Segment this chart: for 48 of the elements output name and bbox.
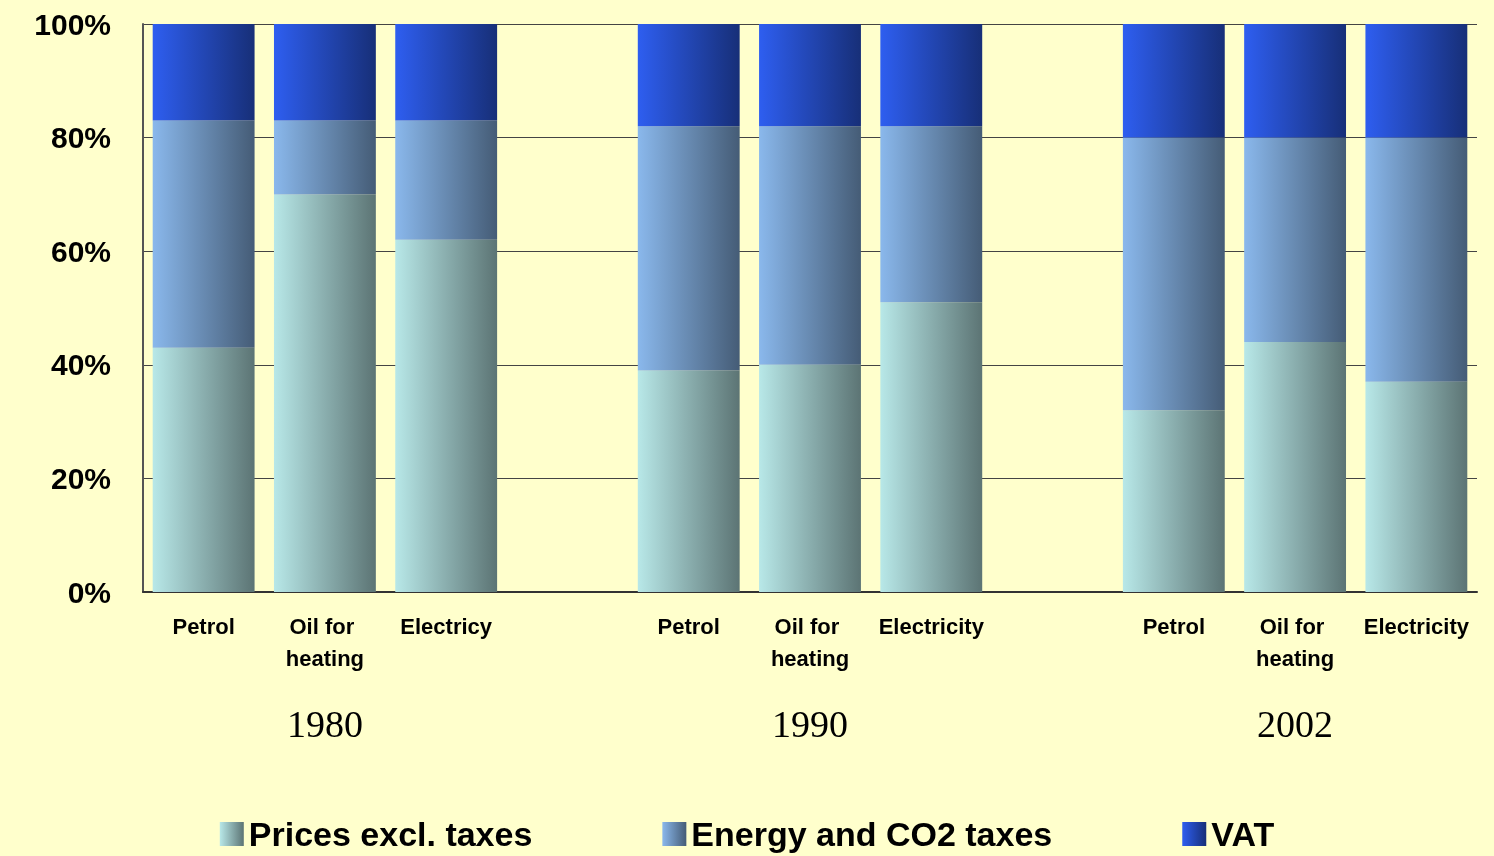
- bar: [637, 370, 740, 592]
- bar: [152, 24, 255, 121]
- y-tick-label: 0%: [67, 575, 111, 609]
- text: 1980: [286, 703, 363, 745]
- y-tick-label: 100%: [34, 7, 111, 41]
- bar: [273, 24, 376, 121]
- x-tick-label: Oil for heating: [285, 613, 365, 671]
- y-tick-label: 40%: [50, 348, 111, 382]
- bar: [1244, 137, 1347, 343]
- bar: [1365, 381, 1468, 592]
- bar: [880, 302, 983, 592]
- bar: [1365, 24, 1468, 138]
- x-tick-label: Petrol: [657, 613, 720, 639]
- bar: [637, 24, 740, 127]
- x-tick-label: Electricy: [400, 613, 493, 639]
- legend-label: Energy and CO2 taxes: [691, 815, 1053, 853]
- bar: [759, 364, 861, 592]
- bar: [1122, 137, 1225, 411]
- x-tick-label: Electricity: [1363, 613, 1470, 639]
- bar: [152, 120, 255, 348]
- x-tick-label: Electricity: [878, 613, 985, 639]
- bar: [1244, 342, 1347, 592]
- bar: [395, 120, 498, 240]
- bar: [880, 24, 983, 127]
- bar: [1122, 410, 1225, 592]
- legend-label: VAT: [1211, 815, 1275, 853]
- x-tick-label: Oil for heating: [770, 613, 850, 671]
- y-tick-label: 60%: [50, 234, 111, 268]
- bar: [273, 194, 376, 592]
- bar: [637, 126, 740, 371]
- text: 2002: [1257, 703, 1334, 745]
- bar: [1244, 24, 1347, 138]
- bar: [759, 24, 861, 127]
- x-tick-label: Oil for heating: [1255, 613, 1335, 671]
- legend-label: Prices excl. taxes: [248, 815, 533, 853]
- bar: [759, 126, 861, 365]
- y-tick-label: 80%: [50, 121, 111, 155]
- bar: [1122, 24, 1225, 138]
- bar: [273, 120, 376, 195]
- bar: [880, 126, 983, 303]
- bar: [152, 347, 255, 592]
- bar: [395, 24, 498, 121]
- bar: [395, 239, 498, 592]
- y-tick-label: 20%: [50, 461, 111, 495]
- bar: [1365, 137, 1468, 382]
- x-tick-label: Petrol: [1142, 613, 1205, 639]
- x-tick-label: Petrol: [172, 613, 235, 639]
- text: 1990: [772, 703, 848, 745]
